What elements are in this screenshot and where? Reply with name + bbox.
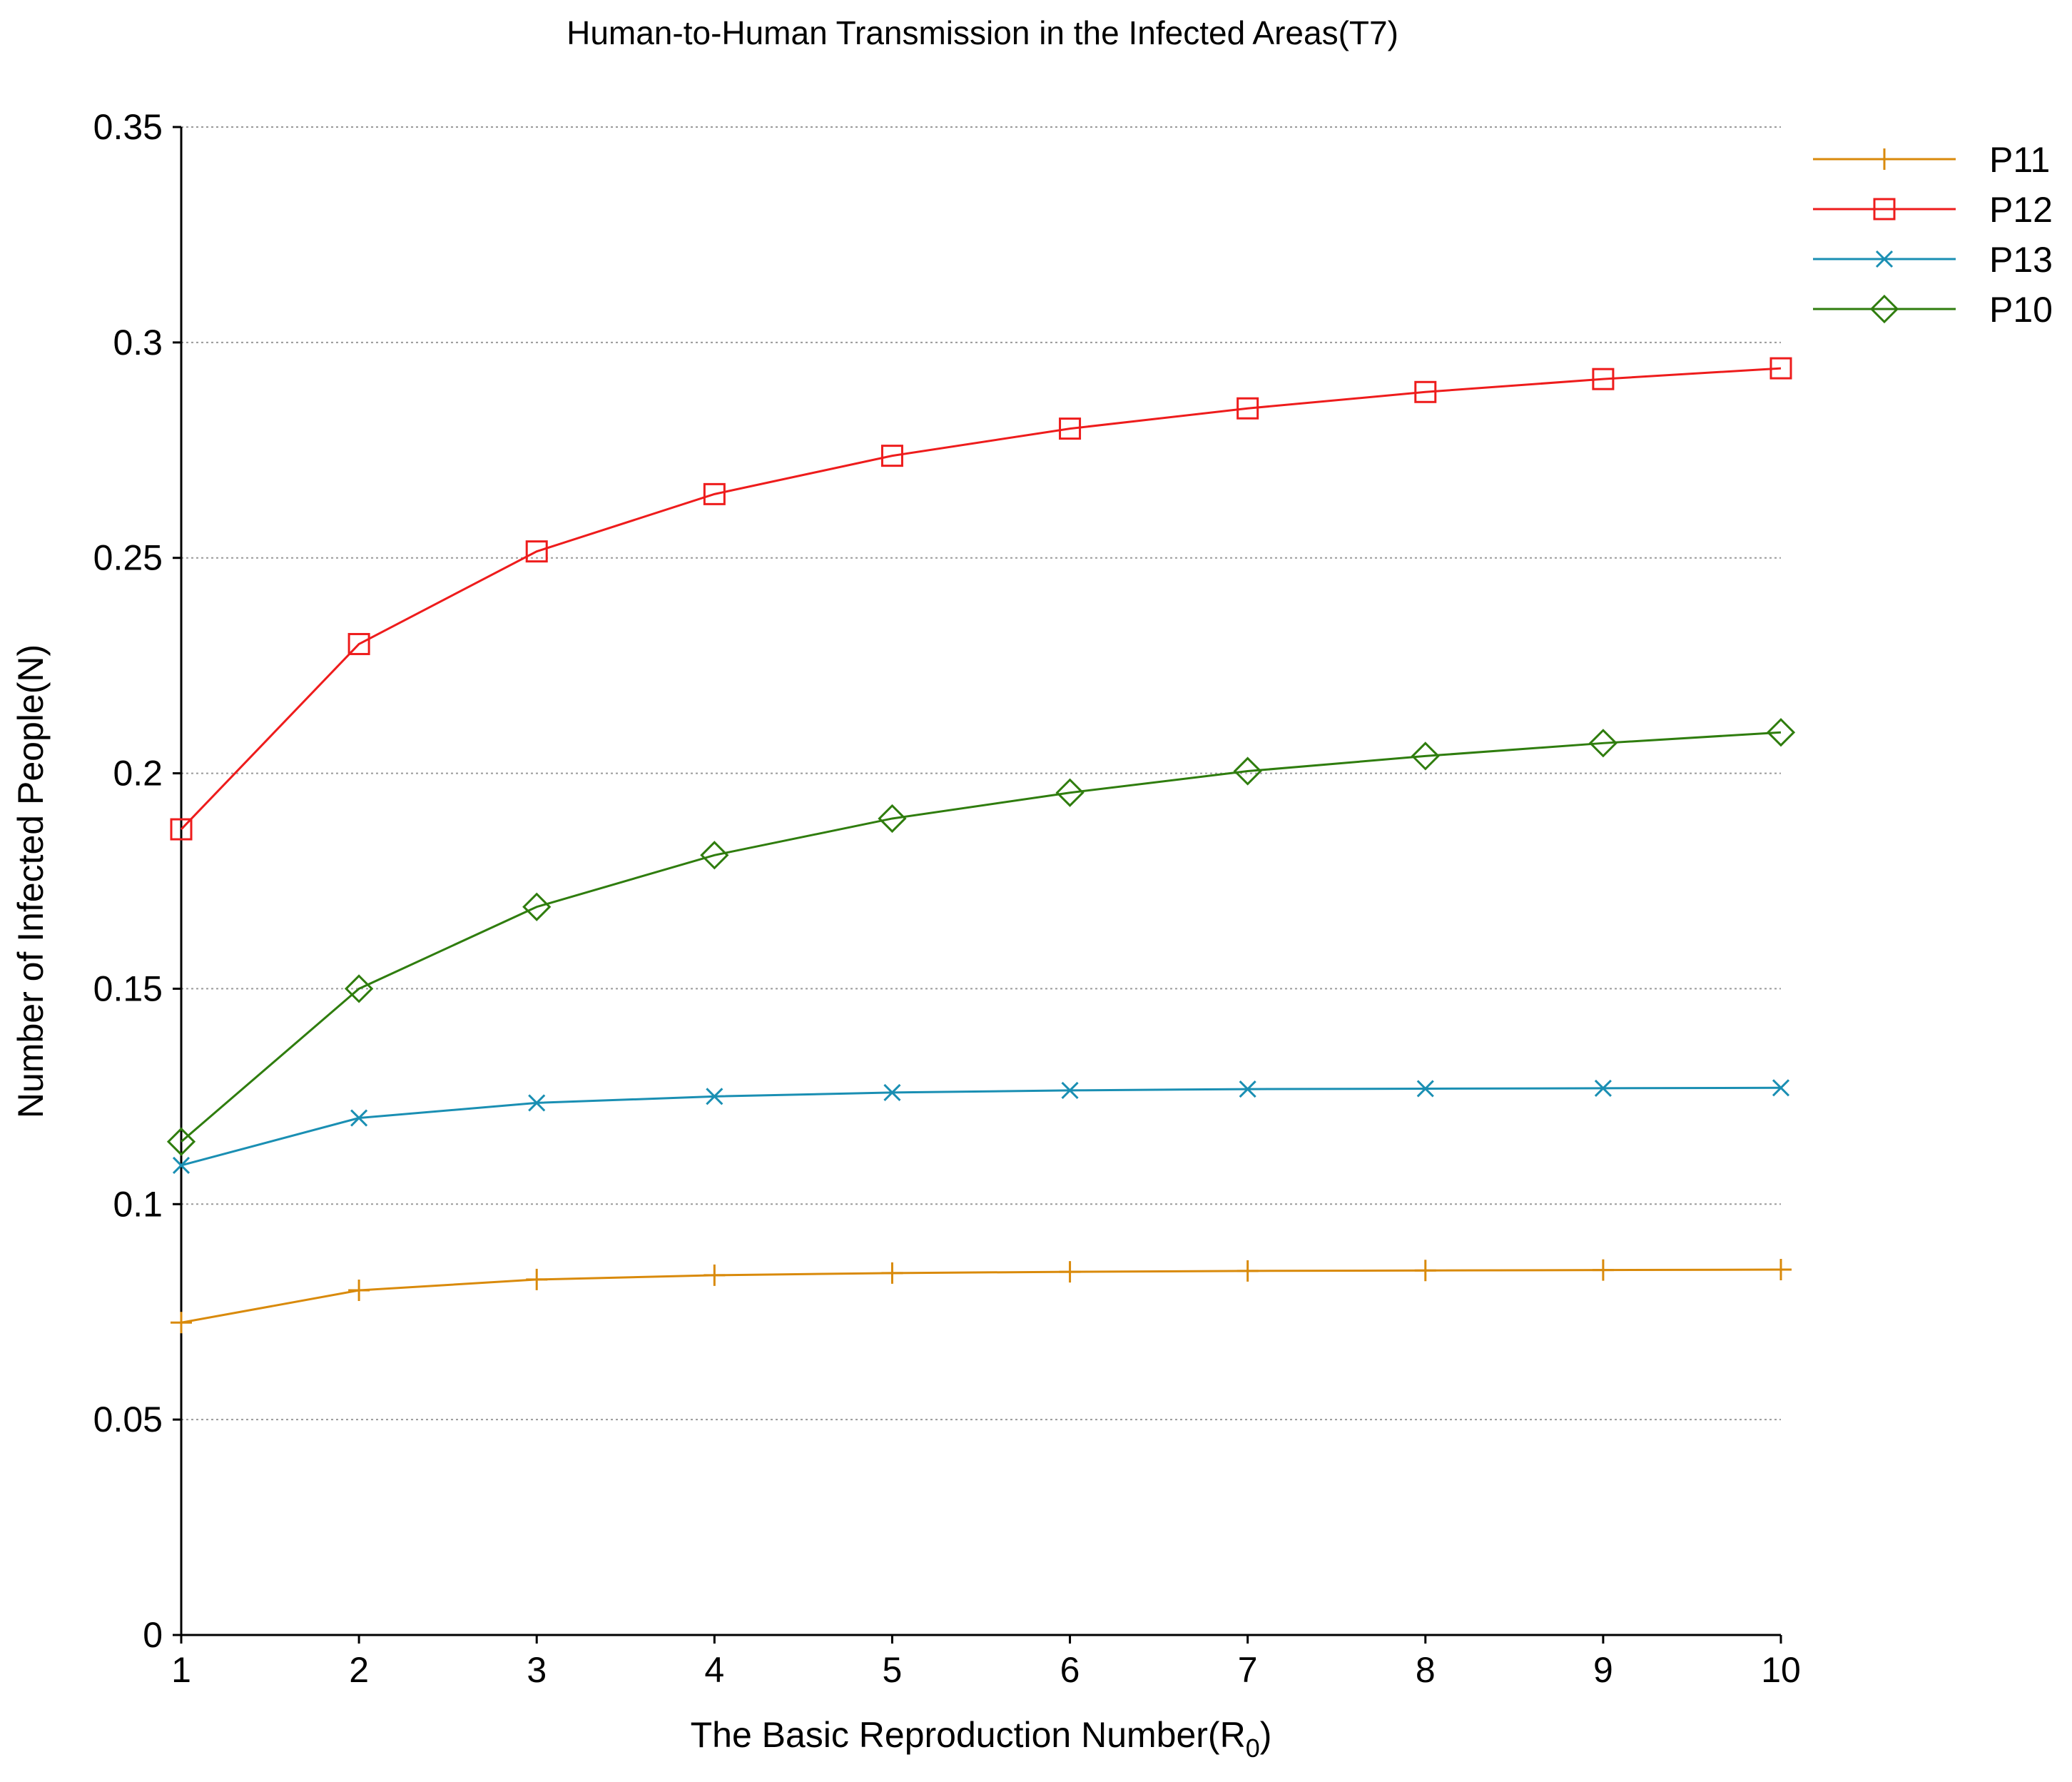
data-point-p12 <box>1414 380 1437 403</box>
legend-label: P13 <box>1989 240 2053 280</box>
x-tick-label: 2 <box>349 1650 369 1690</box>
x-tick-label: 9 <box>1593 1650 1613 1690</box>
data-point-p11 <box>171 1312 192 1334</box>
data-point-p10 <box>1233 756 1262 786</box>
data-point-p13 <box>528 1094 546 1112</box>
legend-item-p10: P10 <box>1813 290 2053 330</box>
legend-item-p13: P13 <box>1813 240 2053 280</box>
legend-label: P11 <box>1989 140 2050 180</box>
data-point-p11 <box>704 1264 726 1286</box>
y-tick-label: 0.05 <box>93 1399 163 1439</box>
data-point-p12 <box>1059 417 1082 440</box>
legend-marker-icon <box>1874 148 1895 170</box>
y-tick-label: 0.15 <box>93 968 163 1008</box>
x-tick-label: 3 <box>527 1650 547 1690</box>
data-point-p12 <box>347 632 370 655</box>
data-point-p13 <box>1594 1079 1612 1097</box>
chart-title: Human-to-Human Transmission in the Infec… <box>567 14 1398 51</box>
legend-item-p11: P11 <box>1813 140 2050 180</box>
data-point-p11 <box>1770 1259 1792 1281</box>
y-tick-label: 0 <box>143 1615 163 1655</box>
data-point-p10 <box>1766 718 1796 747</box>
data-point-p13 <box>1416 1080 1434 1098</box>
series-line-p10 <box>181 731 1782 1143</box>
data-point-p13 <box>706 1088 723 1105</box>
x-tick-label: 6 <box>1060 1650 1080 1690</box>
data-point-p13 <box>1772 1079 1790 1097</box>
series-p11 <box>171 1259 1792 1334</box>
data-point-p12 <box>1769 357 1792 380</box>
y-tick-label: 0.1 <box>113 1184 163 1224</box>
data-point-p11 <box>881 1262 903 1284</box>
data-point-p12 <box>170 818 193 841</box>
data-point-p10 <box>166 1127 196 1156</box>
series-p12 <box>170 357 1792 841</box>
series-line-p11 <box>181 1268 1782 1324</box>
y-axis-label: Number of Infected People(N) <box>11 644 51 1118</box>
series-line-p13 <box>181 1086 1782 1167</box>
data-point-p11 <box>1059 1261 1081 1283</box>
legend-item-p12: P12 <box>1813 190 2053 230</box>
x-axis-label: The Basic Reproduction Number(R0) <box>691 1715 1272 1763</box>
x-axis-label-subscript: 0 <box>1246 1733 1260 1763</box>
data-point-p11 <box>1592 1259 1614 1281</box>
data-point-p10 <box>1588 729 1618 758</box>
x-tick-label: 1 <box>171 1650 191 1690</box>
data-point-p13 <box>1239 1080 1256 1098</box>
series-p10 <box>166 718 1796 1156</box>
y-tick-label: 0.3 <box>113 323 163 363</box>
y-tick-label: 0.35 <box>93 107 163 147</box>
data-point-p13 <box>172 1156 191 1175</box>
data-point-p11 <box>1414 1260 1436 1282</box>
data-point-p10 <box>878 804 907 834</box>
data-point-p11 <box>1236 1260 1259 1282</box>
legend-label: P10 <box>1989 290 2053 330</box>
data-point-p11 <box>348 1280 370 1302</box>
data-point-p10 <box>522 892 552 921</box>
data-point-p12 <box>1236 397 1259 420</box>
legend: P11 P12 P13 P10 <box>1813 140 2053 330</box>
data-point-p13 <box>1061 1081 1079 1099</box>
legend-marker-icon <box>1873 198 1896 221</box>
series-p13 <box>172 1079 1790 1175</box>
legend-marker-icon <box>1875 250 1894 268</box>
axes <box>180 127 1781 1636</box>
data-point-p13 <box>883 1083 901 1101</box>
data-point-p11 <box>526 1268 548 1290</box>
x-axis-label-main: The Basic Reproduction Number(R <box>691 1715 1246 1755</box>
data-point-p12 <box>880 445 903 467</box>
data-point-p13 <box>350 1109 368 1127</box>
data-point-p12 <box>1592 368 1615 390</box>
x-tick-label: 5 <box>883 1650 903 1690</box>
x-tick-label: 8 <box>1416 1650 1436 1690</box>
x-tick-label: 7 <box>1238 1650 1258 1690</box>
data-point-p10 <box>1055 778 1085 807</box>
data-point-p12 <box>703 482 726 505</box>
data-point-p10 <box>344 974 374 1003</box>
gridlines <box>181 126 1781 1421</box>
x-ticks: 1 2 3 4 5 6 7 8 9 10 <box>171 1635 1801 1690</box>
x-tick-label: 10 <box>1761 1650 1801 1690</box>
x-tick-label: 4 <box>704 1650 724 1690</box>
data-point-p10 <box>1411 741 1440 771</box>
y-tick-label: 0.25 <box>93 538 163 578</box>
legend-label: P12 <box>1989 190 2053 230</box>
data-point-p12 <box>525 540 548 563</box>
data-point-p10 <box>700 841 729 870</box>
x-axis-label-suffix: ) <box>1260 1715 1272 1755</box>
y-ticks: 0 0.05 0.1 0.15 0.2 0.25 0.3 0.35 <box>93 107 181 1655</box>
series-line-p12 <box>180 367 1782 831</box>
y-tick-label: 0.2 <box>113 754 163 794</box>
legend-marker-icon <box>1869 294 1899 324</box>
series <box>166 357 1796 1334</box>
